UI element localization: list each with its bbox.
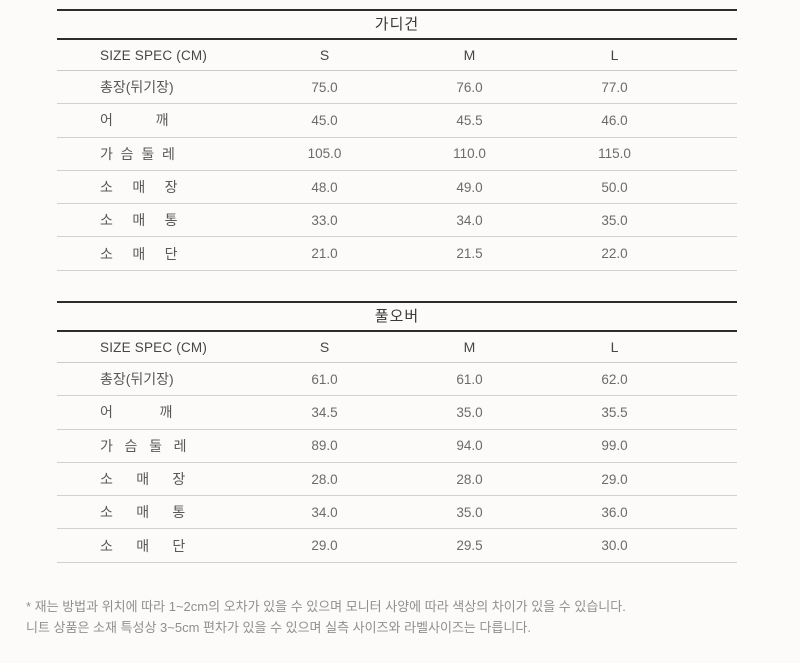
measure-label: 소 매 단 <box>57 528 252 563</box>
spacer-cell <box>687 40 737 71</box>
measure-label: 총장(뒤기장) <box>57 362 252 397</box>
disclaimer-line-2: 니트 상품은 소재 특성상 3~5cm 편차가 있을 수 있으며 실측 사이즈와… <box>26 620 531 635</box>
value-m: 61.0 <box>397 362 542 397</box>
value-m: 110.0 <box>397 137 542 171</box>
measure-label: 소 매 통 <box>57 203 252 238</box>
spacer-cell <box>687 528 737 563</box>
table-header-row: SIZE SPEC (CM) S M L <box>57 332 737 363</box>
table-title-pullover: 풀오버 <box>57 301 737 332</box>
value-s: 28.0 <box>252 462 397 497</box>
size-column-s: S <box>252 332 397 363</box>
value-m: 35.0 <box>397 395 542 430</box>
spacer-cell <box>687 70 737 105</box>
spacer-cell <box>687 170 737 205</box>
table-row: 소 매 통 33.0 34.0 35.0 <box>57 203 737 238</box>
value-m: 34.0 <box>397 203 542 238</box>
size-spec-header: SIZE SPEC (CM) <box>57 40 252 71</box>
measure-label: 소 매 단 <box>57 236 252 271</box>
value-s: 33.0 <box>252 203 397 238</box>
value-m: 29.5 <box>397 528 542 563</box>
table-row: 소 매 통 34.0 35.0 36.0 <box>57 495 737 530</box>
cardigan-size-table: SIZE SPEC (CM) S M L 총장(뒤기장) 75.0 76.0 7… <box>57 40 737 271</box>
value-s: 105.0 <box>252 137 397 171</box>
value-l: 36.0 <box>542 495 687 530</box>
spacer-cell <box>687 103 737 138</box>
spacer-cell <box>687 137 737 171</box>
size-spec-header: SIZE SPEC (CM) <box>57 332 252 363</box>
measure-label: 어 깨 <box>57 395 252 430</box>
value-l: 115.0 <box>542 137 687 171</box>
value-s: 48.0 <box>252 170 397 205</box>
table-row: 총장(뒤기장) 75.0 76.0 77.0 <box>57 70 737 105</box>
value-s: 89.0 <box>252 429 397 463</box>
value-l: 50.0 <box>542 170 687 205</box>
value-l: 22.0 <box>542 236 687 271</box>
value-l: 30.0 <box>542 528 687 563</box>
value-l: 62.0 <box>542 362 687 397</box>
value-s: 29.0 <box>252 528 397 563</box>
size-column-s: S <box>252 40 397 71</box>
table-row: 가 슴 둘 레 89.0 94.0 99.0 <box>57 429 737 463</box>
cardigan-size-section: 가디건 SIZE SPEC (CM) S M L 총장(뒤기장) 75.0 76… <box>57 9 737 271</box>
value-m: 28.0 <box>397 462 542 497</box>
table-row: 소 매 단 21.0 21.5 22.0 <box>57 236 737 271</box>
value-s: 45.0 <box>252 103 397 138</box>
spacer-cell <box>687 462 737 497</box>
measure-label: 총장(뒤기장) <box>57 70 252 105</box>
value-m: 45.5 <box>397 103 542 138</box>
size-column-l: L <box>542 40 687 71</box>
value-s: 75.0 <box>252 70 397 105</box>
value-s: 34.0 <box>252 495 397 530</box>
pullover-size-table: SIZE SPEC (CM) S M L 총장(뒤기장) 61.0 61.0 6… <box>57 332 737 563</box>
table-row: 총장(뒤기장) 61.0 61.0 62.0 <box>57 362 737 397</box>
size-column-l: L <box>542 332 687 363</box>
value-m: 94.0 <box>397 429 542 463</box>
value-m: 35.0 <box>397 495 542 530</box>
table-row: 소 매 장 48.0 49.0 50.0 <box>57 170 737 205</box>
pullover-size-section: 풀오버 SIZE SPEC (CM) S M L 총장(뒤기장) 61.0 61… <box>57 301 737 563</box>
measure-label: 소 매 장 <box>57 462 252 497</box>
spacer-cell <box>687 332 737 363</box>
table-row: 소 매 장 28.0 28.0 29.0 <box>57 462 737 497</box>
value-s: 21.0 <box>252 236 397 271</box>
value-m: 49.0 <box>397 170 542 205</box>
spacer-cell <box>687 203 737 238</box>
table-title-cardigan: 가디건 <box>57 9 737 40</box>
value-s: 34.5 <box>252 395 397 430</box>
table-row: 어 깨 45.0 45.5 46.0 <box>57 103 737 138</box>
measure-label: 가 슴 둘 레 <box>57 137 252 171</box>
measure-label: 소 매 통 <box>57 495 252 530</box>
measure-label: 어 깨 <box>57 103 252 138</box>
measurement-disclaimer: * 재는 방법과 위치에 따라 1~2cm의 오차가 있을 수 있으며 모니터 … <box>26 596 776 638</box>
spacer-cell <box>687 362 737 397</box>
table-header-row: SIZE SPEC (CM) S M L <box>57 40 737 71</box>
disclaimer-line-1: * 재는 방법과 위치에 따라 1~2cm의 오차가 있을 수 있으며 모니터 … <box>26 599 626 614</box>
value-l: 99.0 <box>542 429 687 463</box>
size-column-m: M <box>397 40 542 71</box>
value-l: 35.0 <box>542 203 687 238</box>
spacer-cell <box>687 495 737 530</box>
value-l: 35.5 <box>542 395 687 430</box>
spacer-cell <box>687 395 737 430</box>
value-l: 46.0 <box>542 103 687 138</box>
value-m: 21.5 <box>397 236 542 271</box>
measure-label: 가 슴 둘 레 <box>57 429 252 463</box>
value-l: 77.0 <box>542 70 687 105</box>
value-s: 61.0 <box>252 362 397 397</box>
size-column-m: M <box>397 332 542 363</box>
spacer-cell <box>687 236 737 271</box>
table-row: 가 슴 둘 레 105.0 110.0 115.0 <box>57 137 737 171</box>
table-row: 소 매 단 29.0 29.5 30.0 <box>57 528 737 563</box>
spacer-cell <box>687 429 737 463</box>
table-row: 어 깨 34.5 35.0 35.5 <box>57 395 737 430</box>
value-m: 76.0 <box>397 70 542 105</box>
value-l: 29.0 <box>542 462 687 497</box>
measure-label: 소 매 장 <box>57 170 252 205</box>
